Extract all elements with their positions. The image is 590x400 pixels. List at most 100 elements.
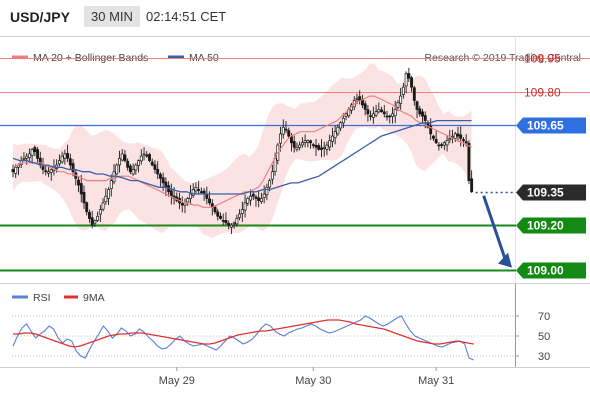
candle-body [464,141,468,144]
candle-body [98,209,102,215]
candle-body [451,135,454,138]
candle-body [399,95,403,104]
candle-body [418,108,422,115]
candle-body [246,198,250,204]
candle-body [63,153,67,159]
candle-body [363,103,367,110]
candle-body [292,141,296,148]
rsi-tick-label-50: 50 [538,331,550,343]
candle-body [401,86,405,95]
candle-body [270,171,274,180]
candle-body [320,147,323,150]
resistance-label-109.95: 109.95 [524,52,561,66]
candle-body [434,138,438,144]
candle-body [257,197,261,202]
candle-body [325,144,329,150]
candle-body [49,169,53,173]
support-tag-label-109.20: 109.20 [527,219,564,233]
ma20-line [12,95,472,208]
candle-body [309,140,313,144]
candle-body [235,218,239,225]
candle-body [462,139,465,141]
candle-body [243,202,247,211]
candle-body [229,224,233,228]
candle-body [453,133,457,139]
candle-body [197,189,201,191]
candle-body [44,170,48,173]
candle-body [68,158,72,166]
candle-body [423,115,427,121]
candle-body [393,109,397,117]
candle-body [336,126,340,135]
time-label: May 31 [418,375,454,387]
candle-body [101,202,105,210]
time-label: May 29 [159,375,195,387]
candle-body [156,168,160,175]
candle-body [382,111,386,115]
candle-body [415,101,419,110]
candle-body [90,217,94,226]
candle-body [87,212,91,219]
candle-body [284,128,288,131]
candle-body [189,193,192,199]
candle-body [134,164,138,171]
candle-body [115,164,119,175]
candle-body [445,140,449,146]
candle-body [169,190,173,197]
candle-body [109,180,113,190]
candle-body [47,171,50,174]
timeframe-badge[interactable]: 30 MIN [84,6,140,27]
candle-body [238,213,242,218]
candle-body [71,163,75,173]
pivot-tag [516,117,586,134]
candle-body [371,113,375,118]
candle-body [221,220,225,222]
symbol-title: USD/JPY [10,9,70,25]
candle-body [150,161,154,166]
candle-body [279,133,282,144]
support-tag-109.00 [516,262,586,279]
candle-body [186,198,190,203]
candle-body [120,153,124,161]
support-tag-label-109.00: 109.00 [527,264,564,278]
candle-body [180,203,184,206]
candle-body [254,196,258,199]
candle-body [161,177,165,184]
forecast-arrowhead [498,252,512,268]
last-price-label: 109.35 [527,186,564,200]
candle-body [60,155,64,163]
candle-body [295,146,299,150]
time-axis: May 29 May 30 May 31 [159,367,454,387]
candle-body [25,155,29,159]
candle-body [322,146,326,149]
candle-body [262,193,266,198]
candle-body [96,215,100,221]
candle-body [407,73,411,79]
candle-body [369,115,373,117]
candle-body [290,136,293,144]
candle-body [14,166,18,174]
candle-body [470,178,474,193]
candle-body [249,195,252,201]
support-tag-109.20 [516,217,586,234]
candle-body [330,135,334,142]
candle-body [281,126,285,135]
candle-body [77,179,80,186]
candle-body [391,113,394,117]
candle-body [131,169,135,175]
candle-body [448,138,452,141]
candle-body [128,165,132,173]
candle-body [79,183,83,195]
candle-body [341,117,345,124]
chart-header: USD/JPY 30 MIN 02:14:51 CET [0,0,590,36]
candle-body [33,147,37,153]
candle-body [456,133,460,137]
candle-body [298,144,302,148]
candle-body [333,131,337,139]
candle-body [303,140,307,143]
candle-body [142,153,146,156]
bollinger-band [13,63,472,239]
candlesticks [11,67,474,235]
ma50-line [12,119,472,195]
candle-body [232,222,236,225]
